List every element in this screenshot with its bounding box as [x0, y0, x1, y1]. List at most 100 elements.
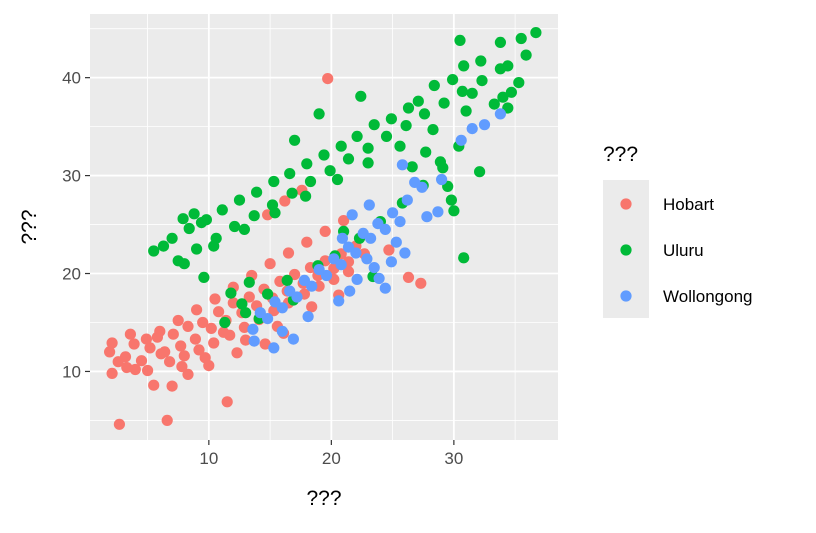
data-point-hobart [135, 355, 148, 367]
data-point-uluru [420, 146, 432, 158]
data-point-uluru [513, 77, 525, 89]
data-point-uluru [466, 87, 478, 99]
legend-key-hobart [620, 198, 632, 210]
data-point-wollongong [379, 282, 391, 294]
data-point-wollongong [248, 335, 260, 347]
data-point-uluru [191, 243, 203, 255]
data-point-hobart [104, 346, 116, 358]
data-point-wollongong [466, 123, 478, 135]
data-point-uluru [530, 26, 542, 39]
data-point-uluru [494, 36, 506, 49]
data-point-wollongong [387, 207, 399, 219]
data-point-hobart [106, 337, 118, 349]
data-point-hobart [189, 333, 201, 345]
data-point-wollongong [298, 274, 310, 286]
data-point-uluru [208, 240, 220, 252]
data-point-wollongong [368, 262, 380, 274]
data-point-wollongong [401, 194, 413, 206]
data-point-wollongong [287, 333, 299, 345]
data-point-wollongong [313, 264, 325, 276]
data-point-uluru [251, 186, 263, 198]
data-point-uluru [286, 187, 298, 199]
data-point-uluru [219, 316, 231, 329]
data-point-uluru [313, 108, 325, 120]
data-point-uluru [402, 102, 415, 114]
data-point-wollongong [372, 218, 384, 230]
data-point-hobart [166, 380, 178, 392]
data-point-wollongong [361, 253, 373, 265]
data-point-uluru [445, 194, 457, 206]
data-point-wollongong [269, 296, 281, 308]
data-point-uluru [355, 90, 367, 102]
data-point-uluru [178, 258, 190, 270]
x-tick-label: 30 [444, 449, 463, 468]
data-points [104, 26, 542, 430]
data-point-hobart [338, 215, 350, 227]
data-point-uluru [183, 222, 195, 235]
legend-key-uluru [620, 244, 632, 256]
data-point-uluru [406, 161, 418, 173]
data-point-wollongong [363, 199, 375, 211]
data-point-uluru [243, 276, 255, 288]
data-point-wollongong [390, 236, 402, 248]
data-point-hobart [217, 326, 230, 338]
data-point-hobart [142, 364, 154, 377]
data-point-uluru [412, 95, 424, 107]
data-point-uluru [268, 175, 280, 188]
data-point-hobart [182, 320, 194, 332]
data-point-uluru [289, 134, 301, 146]
y-tick-label: 10 [62, 362, 81, 381]
data-point-hobart [322, 73, 334, 85]
data-point-hobart [175, 340, 187, 352]
data-point-uluru [368, 119, 380, 131]
data-point-wollongong [342, 241, 355, 253]
data-point-wollongong [276, 325, 288, 337]
data-point-uluru [380, 130, 393, 142]
data-point-uluru [437, 162, 449, 174]
data-point-uluru [351, 130, 363, 142]
data-point-wollongong [421, 211, 433, 223]
x-tick-label: 10 [199, 449, 218, 468]
data-point-hobart [159, 346, 171, 358]
y-axis-ticks: 10 20 30 40 [62, 69, 90, 381]
data-point-wollongong [336, 232, 348, 244]
y-axis-title: ??? [18, 209, 41, 244]
data-point-uluru [216, 204, 228, 216]
data-point-hobart [191, 304, 203, 316]
data-point-uluru [281, 274, 293, 286]
data-point-hobart [238, 321, 250, 333]
data-point-hobart [129, 363, 141, 376]
data-point-uluru [454, 34, 466, 47]
data-point-hobart [240, 334, 252, 346]
legend-items: Hobart Uluru Wollongong [620, 195, 752, 306]
data-point-wollongong [436, 173, 448, 186]
data-point-wollongong [254, 307, 266, 319]
data-point-wollongong [396, 159, 408, 171]
data-point-uluru [198, 271, 210, 283]
data-point-hobart [112, 356, 124, 368]
data-point-uluru [229, 220, 241, 233]
data-point-hobart [209, 293, 221, 305]
legend-label-hobart: Hobart [663, 195, 714, 214]
data-point-uluru [448, 205, 460, 217]
data-point-uluru [474, 166, 486, 178]
data-point-hobart [140, 333, 152, 345]
data-point-uluru [458, 252, 470, 264]
data-point-hobart [221, 396, 233, 408]
data-point-hobart [197, 316, 209, 329]
data-point-uluru [331, 173, 344, 186]
data-point-hobart [264, 258, 276, 270]
data-point-uluru [488, 98, 500, 110]
data-point-hobart [182, 368, 194, 380]
data-point-uluru [195, 217, 208, 229]
legend: ??? Hobart Uluru Wollongong [603, 143, 752, 318]
data-point-wollongong [333, 295, 345, 307]
data-point-uluru [447, 74, 459, 86]
data-point-hobart [113, 418, 125, 430]
data-point-hobart [208, 337, 220, 349]
legend-label-uluru: Uluru [663, 241, 704, 260]
data-point-hobart [243, 291, 255, 303]
data-point-hobart [178, 350, 190, 362]
data-point-uluru [225, 287, 237, 299]
data-point-wollongong [247, 323, 259, 335]
